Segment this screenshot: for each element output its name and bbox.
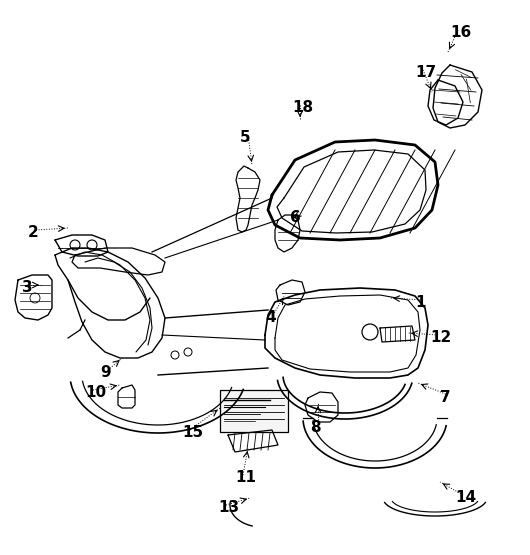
Text: 6: 6 — [290, 210, 301, 225]
Text: 1: 1 — [415, 295, 426, 310]
Text: 2: 2 — [28, 225, 39, 240]
Text: 3: 3 — [22, 280, 33, 295]
Text: 10: 10 — [85, 385, 106, 400]
Text: 13: 13 — [218, 500, 239, 515]
Bar — [220, 390, 288, 432]
Text: 12: 12 — [430, 330, 451, 345]
Text: 5: 5 — [240, 130, 251, 145]
Text: 7: 7 — [440, 390, 450, 405]
Text: 18: 18 — [292, 100, 313, 115]
Text: 11: 11 — [235, 470, 256, 485]
Text: 8: 8 — [310, 420, 321, 435]
Text: 17: 17 — [415, 65, 436, 80]
Text: 15: 15 — [182, 425, 203, 440]
Text: 16: 16 — [450, 25, 471, 40]
Text: 4: 4 — [265, 310, 276, 325]
Text: 14: 14 — [455, 490, 476, 505]
Text: 9: 9 — [100, 365, 111, 380]
